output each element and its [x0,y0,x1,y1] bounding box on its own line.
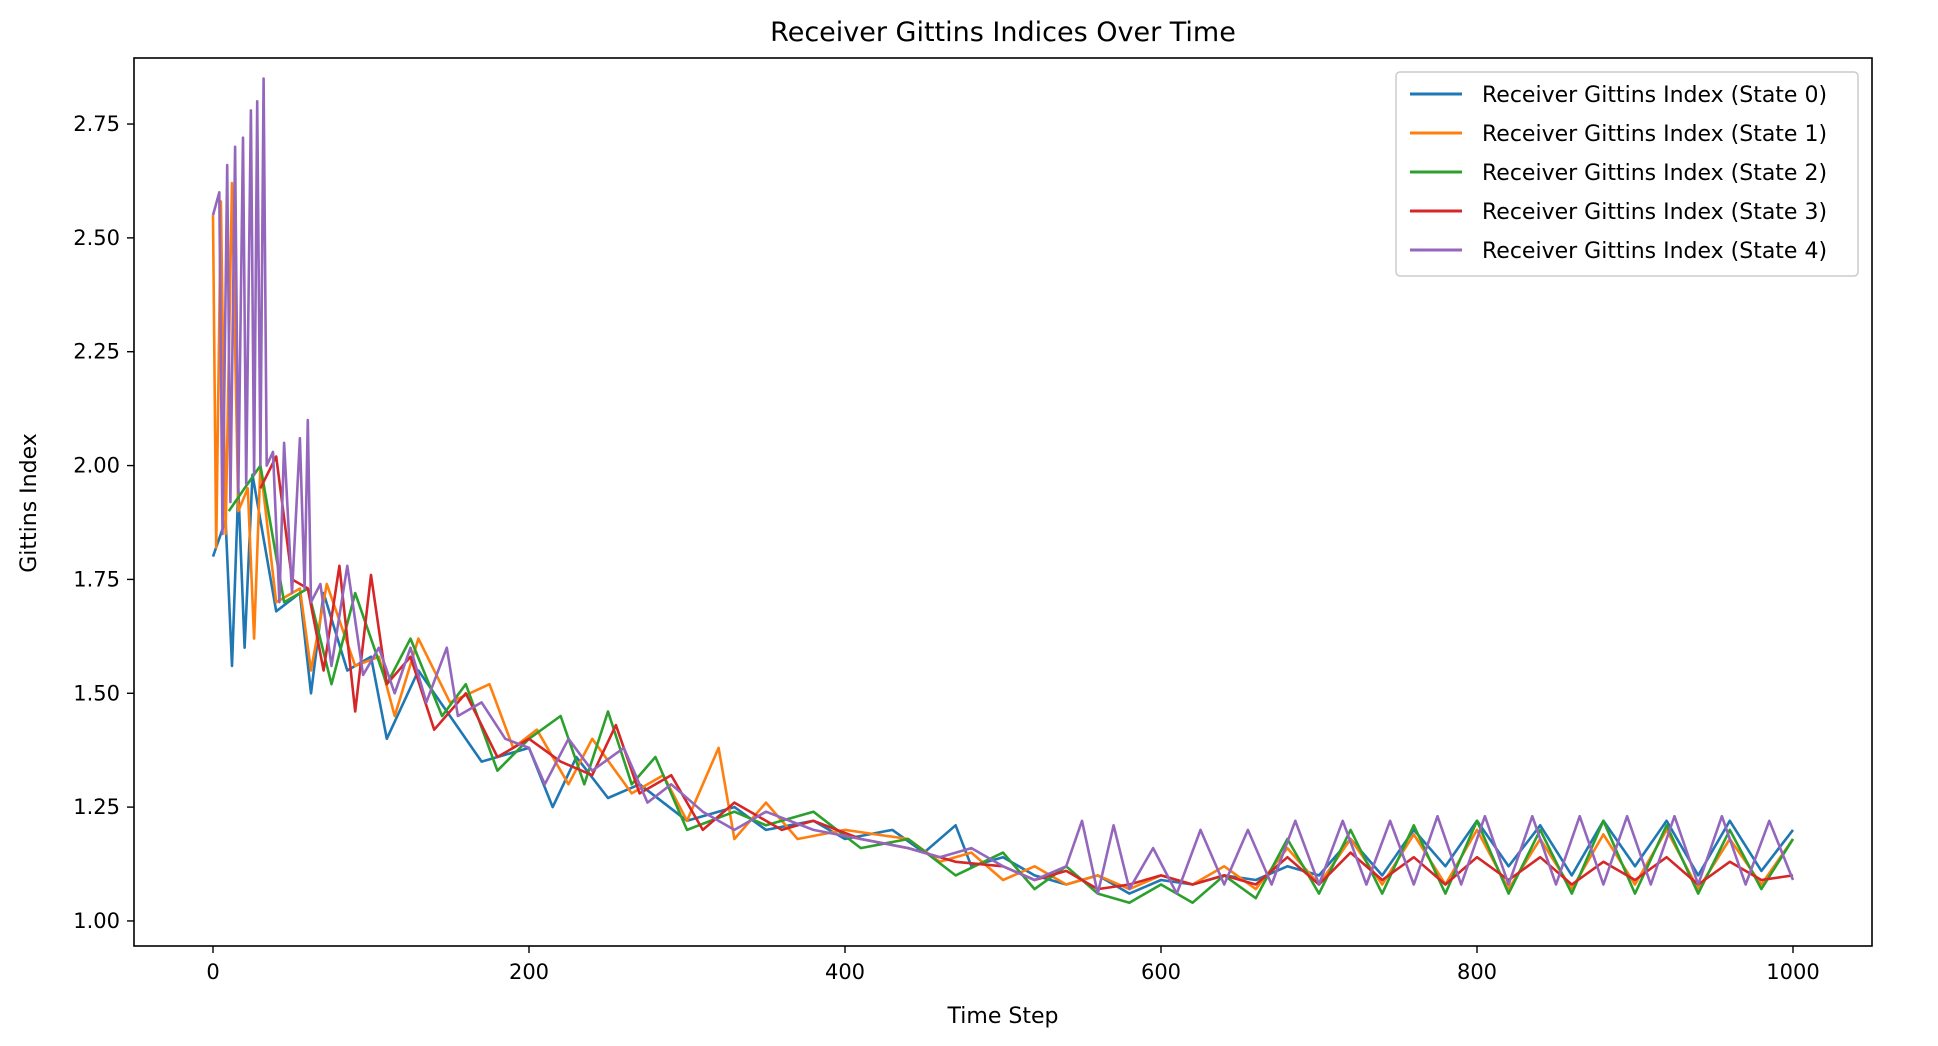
chart-title: Receiver Gittins Indices Over Time [770,17,1236,48]
legend-label-state-4: Receiver Gittins Index (State 4) [1482,239,1827,264]
series-line-state-2 [227,464,1795,904]
series-line-state-4 [211,77,1795,895]
y-tick-label: 1.25 [73,795,120,819]
x-tick-label: 200 [509,960,549,984]
y-axis-label: Gittins Index [17,433,42,573]
legend-label-state-1: Receiver Gittins Index (State 1) [1482,122,1827,147]
x-tick-label: 600 [1141,960,1181,984]
legend-items: Receiver Gittins Index (State 0) Receiver… [1410,83,1827,264]
y-tick-label: 2.00 [73,454,120,478]
y-tick-label: 2.25 [73,340,120,364]
x-tick-label: 400 [825,960,865,984]
y-tick-label: 1.75 [73,567,120,591]
legend-label-state-2: Receiver Gittins Index (State 2) [1482,161,1827,186]
legend-label-state-0: Receiver Gittins Index (State 0) [1482,83,1827,108]
series-line-state-0 [211,473,1795,895]
x-tick-label: 800 [1457,960,1497,984]
x-tick-label: 1000 [1766,960,1819,984]
y-tick-label: 2.50 [73,226,120,250]
x-tick-label: 0 [206,960,219,984]
legend: Receiver Gittins Index (State 0) Receiver… [1395,71,1859,277]
x-axis: 0 200 400 600 800 1000 [206,946,1820,984]
series-line-state-1 [211,181,1795,891]
y-tick-label: 1.50 [73,681,120,705]
x-axis-label: Time Step [947,1004,1059,1029]
y-axis: 1.00 1.25 1.50 1.75 2.00 2.25 2.50 2.75 [73,112,134,933]
y-tick-label: 2.75 [73,112,120,136]
legend-box [1395,71,1859,277]
plot-frame [133,57,1873,947]
y-tick-label: 1.00 [73,909,120,933]
series-line-state-3 [259,455,1794,891]
legend-label-state-3: Receiver Gittins Index (State 3) [1482,200,1827,225]
series-layer [211,77,1795,904]
